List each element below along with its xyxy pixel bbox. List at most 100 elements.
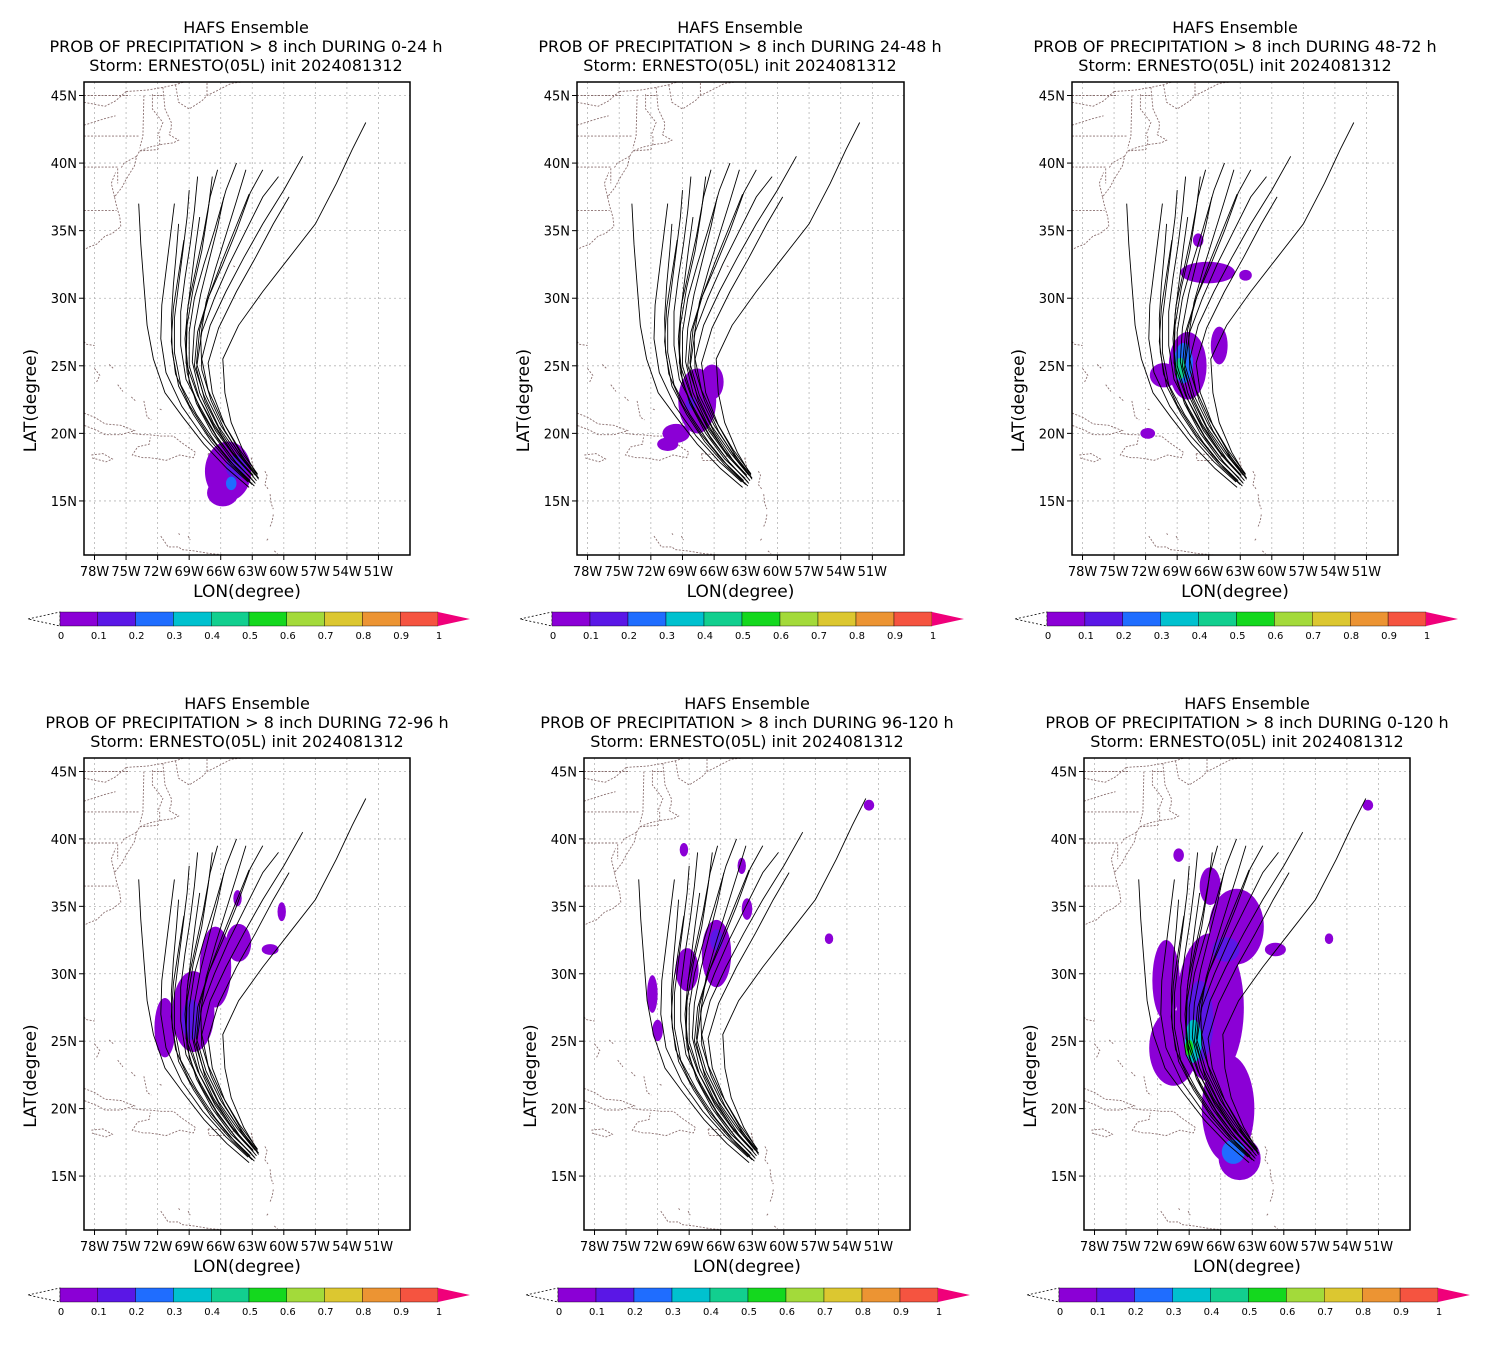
border-line [84, 842, 119, 860]
map-frame [576, 81, 905, 556]
probability-area [1264, 942, 1286, 957]
colorbar-segment [1172, 1287, 1211, 1303]
colorbar-segment [1122, 611, 1161, 627]
coastline [1096, 364, 1102, 369]
coastline [660, 1210, 727, 1230]
coastline [767, 550, 772, 554]
colorbar-tick-label: 1 [1436, 1307, 1442, 1318]
lon-tick-label: 60W [1269, 1240, 1299, 1255]
ensemble-track [701, 196, 784, 480]
coastline [610, 384, 617, 392]
colorbar-segment [671, 1287, 711, 1303]
ensemble-track [638, 879, 750, 1163]
colorbar-segment [589, 611, 629, 627]
ensemble-track [1191, 872, 1252, 1150]
panel-title-storm: Storm: ERNESTO(05L) init 2024081312 [89, 56, 402, 75]
colorbar-tick-label: 0.8 [849, 631, 865, 642]
ensemble-track [1158, 223, 1241, 486]
ensemble-track [1176, 162, 1242, 477]
ensemble-track [715, 122, 861, 476]
coastline [1178, 1208, 1181, 1211]
coastline [162, 763, 172, 804]
colorbar-over-triangle [938, 1288, 970, 1302]
ensemble-track [1184, 194, 1245, 475]
lon-tick-label: 54W [332, 565, 362, 580]
coastline [160, 535, 227, 555]
lon-tick-label: 63W [1226, 565, 1256, 580]
panel-title-product: PROB OF PRECIPITATION > 8 inch DURING 0-… [49, 37, 442, 56]
colorbar-under-triangle [27, 1287, 61, 1303]
lat-tick-label: 35N [51, 225, 77, 240]
colorbar-segment [785, 1287, 825, 1303]
probability-area [1210, 326, 1228, 365]
coastline [84, 127, 180, 251]
ensemble-track [1196, 869, 1257, 1150]
x-axis-label: LON(degree) [193, 1257, 301, 1277]
coastline [139, 823, 160, 828]
colorbar-over-triangle [932, 612, 964, 626]
coastline [269, 514, 274, 527]
colorbar-segment [97, 611, 136, 627]
coastline [1160, 1210, 1227, 1230]
coastline [1175, 535, 1179, 541]
lon-tick-label: 75W [111, 565, 141, 580]
coastline [269, 1189, 274, 1202]
colorbar-segment [286, 611, 325, 627]
ensemble-track [191, 196, 252, 475]
ensemble-track [222, 122, 367, 476]
map-frame [1071, 81, 1399, 556]
probability-area [1199, 867, 1221, 905]
colorbar-tick-label: 0.7 [1305, 631, 1321, 642]
colorbar-tick-label: 0.8 [1343, 631, 1359, 642]
ensemble-track [670, 915, 751, 1157]
map-area [84, 758, 410, 1230]
colorbar-tick-label: 0.2 [1128, 1307, 1144, 1318]
ensemble-track [1180, 852, 1255, 1158]
colorbar-tick-label: 0.1 [1078, 631, 1094, 642]
border-line [1072, 166, 1107, 184]
ensemble-track [184, 845, 252, 1154]
colorbar-segment [709, 1287, 749, 1303]
lon-tick-label: 57W [1289, 565, 1319, 580]
coastline [84, 767, 127, 783]
ensemble-track [653, 203, 742, 483]
colorbar-segment [1198, 611, 1237, 627]
colorbar-tick-label: 0.2 [627, 1307, 643, 1318]
y-axis-label: LAT(degree) [21, 349, 41, 452]
ensemble-track [180, 176, 255, 483]
map-background [577, 82, 904, 555]
coastline [143, 1076, 152, 1096]
coastline [94, 368, 101, 383]
coastline [274, 550, 278, 554]
lon-tick-label: 75W [611, 1240, 641, 1255]
coastline [639, 823, 660, 828]
colorbar-tick-label: 0.2 [129, 631, 145, 642]
coastline [91, 1128, 114, 1138]
coastline [1159, 1083, 1164, 1087]
ensemble-track [1160, 879, 1249, 1158]
coastline [84, 91, 127, 107]
ensemble-track [1170, 899, 1253, 1161]
colorbar-segment [400, 611, 439, 627]
colorbar-tick-label: 0.2 [129, 1307, 145, 1318]
colorbar: 0 0.1 0.2 0.3 0.4 0.5 0.6 0.7 0.8 0.9 1 [525, 1287, 970, 1318]
coastline [1139, 823, 1160, 828]
map-area [584, 758, 910, 1230]
colorbar-segment [362, 611, 401, 627]
colorbar: 0 0.1 0.2 0.3 0.4 0.5 0.6 0.7 0.8 0.9 1 [27, 611, 470, 642]
colorbar-tick-label: 0.7 [811, 631, 827, 642]
lat-tick-label: 30N [544, 292, 570, 307]
colorbar-tick-label: 0.4 [1192, 631, 1208, 642]
coastline [175, 758, 242, 786]
colorbar: 0 0.1 0.2 0.3 0.4 0.5 0.6 0.7 0.8 0.9 1 [1026, 1287, 1470, 1318]
coastline [1094, 1043, 1101, 1058]
coastline [131, 1108, 197, 1137]
colorbar-segment [210, 611, 250, 627]
colorbar-tick-label: 0.3 [659, 631, 675, 642]
lon-tick-label: 78W [573, 565, 603, 580]
ensemble-track [170, 915, 251, 1157]
coastline [178, 1208, 181, 1211]
panel-title-product: PROB OF PRECIPITATION > 8 inch DURING 48… [1033, 37, 1436, 56]
ensemble-track [670, 899, 753, 1161]
colorbar-under-triangle [1026, 1287, 1060, 1303]
